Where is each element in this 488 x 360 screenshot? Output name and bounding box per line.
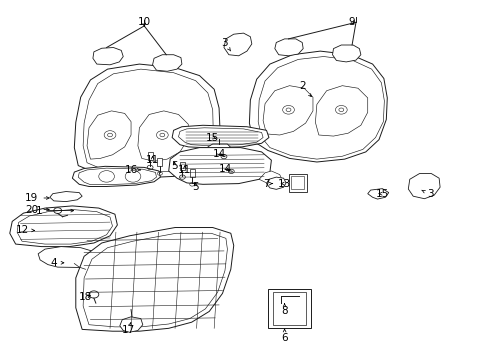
Bar — [267, 289, 310, 328]
Text: 18: 18 — [79, 292, 92, 302]
Polygon shape — [93, 48, 123, 65]
Polygon shape — [74, 64, 220, 178]
Polygon shape — [172, 125, 268, 148]
Text: 8: 8 — [281, 303, 287, 316]
Text: 19: 19 — [25, 193, 49, 203]
Polygon shape — [10, 206, 117, 247]
Text: 3: 3 — [421, 189, 433, 199]
Text: 15: 15 — [205, 132, 219, 143]
Bar — [147, 152, 152, 160]
Text: 16: 16 — [124, 165, 140, 175]
Text: 13: 13 — [277, 179, 291, 189]
Text: 15: 15 — [375, 189, 388, 199]
Polygon shape — [76, 228, 233, 331]
Text: 11: 11 — [145, 155, 159, 165]
Text: 14: 14 — [219, 164, 232, 174]
Polygon shape — [152, 55, 182, 71]
Bar — [157, 158, 162, 166]
Polygon shape — [266, 177, 285, 189]
Text: 7: 7 — [263, 179, 272, 189]
Text: 3: 3 — [221, 38, 230, 51]
Bar — [180, 162, 184, 170]
Text: 14: 14 — [212, 149, 225, 159]
Text: 2: 2 — [298, 81, 311, 96]
Polygon shape — [50, 192, 82, 202]
Bar — [288, 174, 306, 192]
Text: 11: 11 — [178, 165, 191, 175]
Bar — [189, 169, 194, 177]
Bar — [272, 292, 305, 325]
Text: 5: 5 — [171, 161, 178, 171]
Text: 1: 1 — [36, 206, 74, 216]
Polygon shape — [407, 174, 439, 199]
Polygon shape — [249, 51, 386, 162]
Text: 6: 6 — [281, 329, 287, 343]
Polygon shape — [274, 39, 303, 56]
Text: 10: 10 — [138, 17, 150, 27]
Text: 4: 4 — [50, 258, 64, 268]
Polygon shape — [207, 144, 230, 150]
Text: 12: 12 — [15, 225, 35, 235]
Text: 20: 20 — [25, 204, 49, 215]
Polygon shape — [259, 171, 282, 184]
Polygon shape — [38, 247, 102, 267]
Text: 5: 5 — [192, 182, 199, 192]
Polygon shape — [332, 45, 360, 62]
Polygon shape — [367, 189, 388, 199]
Polygon shape — [120, 317, 142, 332]
Polygon shape — [168, 148, 271, 184]
Text: 9: 9 — [348, 17, 355, 27]
Polygon shape — [224, 33, 251, 56]
Bar — [291, 176, 304, 189]
Polygon shape — [72, 166, 160, 186]
Text: 17: 17 — [121, 323, 135, 336]
